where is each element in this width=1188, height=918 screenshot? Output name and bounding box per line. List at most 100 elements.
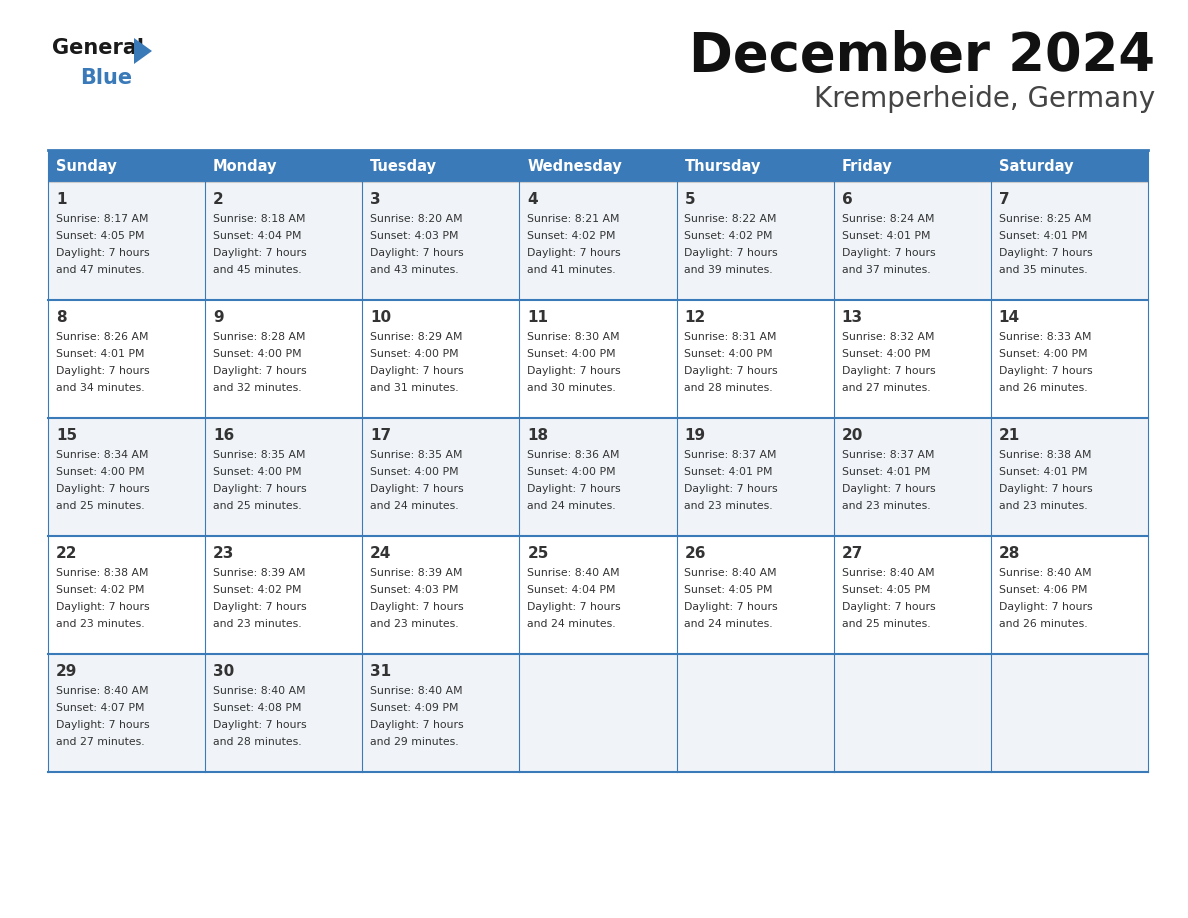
Text: Daylight: 7 hours: Daylight: 7 hours (56, 248, 150, 258)
Text: Sunset: 4:05 PM: Sunset: 4:05 PM (56, 231, 145, 241)
Text: 28: 28 (999, 546, 1020, 561)
Text: Daylight: 7 hours: Daylight: 7 hours (56, 602, 150, 612)
Bar (362, 418, 519, 536)
Text: Daylight: 7 hours: Daylight: 7 hours (56, 484, 150, 494)
Text: Daylight: 7 hours: Daylight: 7 hours (684, 602, 778, 612)
Text: and 24 minutes.: and 24 minutes. (527, 619, 615, 629)
Bar (834, 182, 991, 300)
Text: Wednesday: Wednesday (527, 159, 623, 174)
Bar (519, 150, 677, 182)
Text: Daylight: 7 hours: Daylight: 7 hours (684, 366, 778, 376)
Text: 12: 12 (684, 310, 706, 325)
Text: Sunrise: 8:37 AM: Sunrise: 8:37 AM (684, 450, 777, 460)
Text: Sunset: 4:00 PM: Sunset: 4:00 PM (527, 467, 615, 477)
Text: and 25 minutes.: and 25 minutes. (213, 501, 302, 511)
Text: Daylight: 7 hours: Daylight: 7 hours (213, 366, 307, 376)
Text: Sunrise: 8:40 AM: Sunrise: 8:40 AM (213, 686, 305, 696)
Text: Monday: Monday (213, 159, 278, 174)
Text: 18: 18 (527, 428, 549, 443)
Text: General: General (52, 38, 144, 58)
Text: Sunrise: 8:21 AM: Sunrise: 8:21 AM (527, 214, 620, 224)
Text: and 39 minutes.: and 39 minutes. (684, 265, 773, 275)
Text: and 32 minutes.: and 32 minutes. (213, 383, 302, 393)
Text: Sunset: 4:00 PM: Sunset: 4:00 PM (56, 467, 145, 477)
Text: and 28 minutes.: and 28 minutes. (213, 737, 302, 747)
Text: Sunrise: 8:29 AM: Sunrise: 8:29 AM (371, 332, 462, 342)
Text: 24: 24 (371, 546, 392, 561)
Text: 3: 3 (371, 192, 381, 207)
Text: 2: 2 (213, 192, 223, 207)
Text: Sunset: 4:00 PM: Sunset: 4:00 PM (999, 349, 1087, 359)
Text: 26: 26 (684, 546, 706, 561)
Text: 11: 11 (527, 310, 549, 325)
Text: 19: 19 (684, 428, 706, 443)
Text: 1: 1 (56, 192, 67, 207)
Text: Sunrise: 8:40 AM: Sunrise: 8:40 AM (841, 568, 934, 578)
Bar (206, 418, 362, 536)
Bar (991, 182, 1148, 300)
Text: Sunrise: 8:40 AM: Sunrise: 8:40 AM (56, 686, 148, 696)
Text: Sunset: 4:00 PM: Sunset: 4:00 PM (841, 349, 930, 359)
Text: Daylight: 7 hours: Daylight: 7 hours (371, 720, 463, 730)
Text: Blue: Blue (80, 68, 132, 88)
Text: Sunrise: 8:40 AM: Sunrise: 8:40 AM (527, 568, 620, 578)
Text: 15: 15 (56, 428, 77, 443)
Text: 4: 4 (527, 192, 538, 207)
Bar (362, 654, 519, 772)
Text: Daylight: 7 hours: Daylight: 7 hours (527, 366, 621, 376)
Text: Sunrise: 8:37 AM: Sunrise: 8:37 AM (841, 450, 934, 460)
Text: Sunrise: 8:30 AM: Sunrise: 8:30 AM (527, 332, 620, 342)
Text: Friday: Friday (841, 159, 892, 174)
Text: Sunset: 4:01 PM: Sunset: 4:01 PM (56, 349, 145, 359)
Bar (834, 300, 991, 418)
Text: 6: 6 (841, 192, 852, 207)
Text: Daylight: 7 hours: Daylight: 7 hours (841, 366, 935, 376)
Text: Sunset: 4:05 PM: Sunset: 4:05 PM (841, 585, 930, 595)
Text: and 26 minutes.: and 26 minutes. (999, 383, 1087, 393)
Text: 20: 20 (841, 428, 862, 443)
Text: Sunset: 4:02 PM: Sunset: 4:02 PM (527, 231, 615, 241)
Text: Daylight: 7 hours: Daylight: 7 hours (213, 484, 307, 494)
Text: Sunrise: 8:26 AM: Sunrise: 8:26 AM (56, 332, 148, 342)
Bar (206, 300, 362, 418)
Text: and 41 minutes.: and 41 minutes. (527, 265, 615, 275)
Bar (519, 536, 677, 654)
Text: 27: 27 (841, 546, 862, 561)
Text: Sunset: 4:02 PM: Sunset: 4:02 PM (684, 231, 773, 241)
Text: and 25 minutes.: and 25 minutes. (56, 501, 145, 511)
Bar (48, 182, 206, 300)
Text: Kremperheide, Germany: Kremperheide, Germany (814, 85, 1155, 113)
Text: Daylight: 7 hours: Daylight: 7 hours (371, 366, 463, 376)
Bar (991, 536, 1148, 654)
Text: Sunrise: 8:24 AM: Sunrise: 8:24 AM (841, 214, 934, 224)
Text: Sunrise: 8:40 AM: Sunrise: 8:40 AM (371, 686, 463, 696)
Bar (362, 150, 519, 182)
Text: Tuesday: Tuesday (371, 159, 437, 174)
Text: Sunrise: 8:25 AM: Sunrise: 8:25 AM (999, 214, 1092, 224)
Bar (834, 654, 991, 772)
Text: Daylight: 7 hours: Daylight: 7 hours (841, 484, 935, 494)
Text: 10: 10 (371, 310, 391, 325)
Bar (206, 150, 362, 182)
Text: Daylight: 7 hours: Daylight: 7 hours (527, 248, 621, 258)
Bar (362, 536, 519, 654)
Text: Daylight: 7 hours: Daylight: 7 hours (56, 366, 150, 376)
Text: Sunrise: 8:38 AM: Sunrise: 8:38 AM (999, 450, 1092, 460)
Text: Sunrise: 8:40 AM: Sunrise: 8:40 AM (999, 568, 1092, 578)
Bar (991, 654, 1148, 772)
Text: and 23 minutes.: and 23 minutes. (213, 619, 302, 629)
Text: and 29 minutes.: and 29 minutes. (371, 737, 459, 747)
Bar (834, 418, 991, 536)
Text: 14: 14 (999, 310, 1019, 325)
Text: Daylight: 7 hours: Daylight: 7 hours (56, 720, 150, 730)
Bar (48, 536, 206, 654)
Text: 30: 30 (213, 664, 234, 679)
Text: Sunrise: 8:40 AM: Sunrise: 8:40 AM (684, 568, 777, 578)
Bar (48, 418, 206, 536)
Text: Sunset: 4:00 PM: Sunset: 4:00 PM (213, 467, 302, 477)
Bar (48, 150, 206, 182)
Text: and 28 minutes.: and 28 minutes. (684, 383, 773, 393)
Text: Sunrise: 8:39 AM: Sunrise: 8:39 AM (371, 568, 462, 578)
Text: and 25 minutes.: and 25 minutes. (841, 619, 930, 629)
Text: 5: 5 (684, 192, 695, 207)
